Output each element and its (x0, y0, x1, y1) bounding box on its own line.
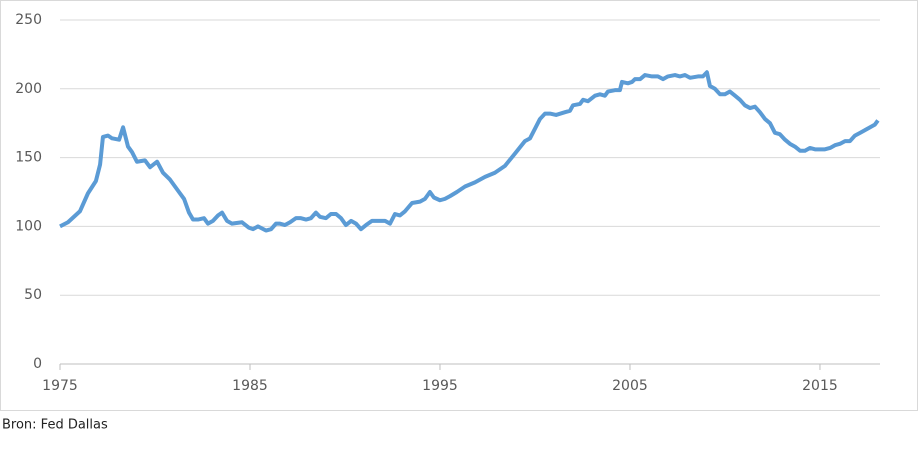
source-note: Bron: Fed Dallas (2, 418, 108, 433)
y-tick-label: 200 (15, 81, 42, 97)
y-tick-label: 250 (15, 12, 42, 28)
x-tick-label: 1975 (42, 378, 78, 394)
data-line (59, 70, 880, 233)
y-tick-label: 100 (15, 218, 42, 234)
x-tick-label: 1995 (422, 378, 458, 394)
y-tick-label: 50 (24, 287, 42, 303)
x-tick-label: 2015 (802, 378, 838, 394)
y-tick-label: 0 (33, 356, 42, 372)
x-tick-label: 2005 (612, 378, 648, 394)
x-tick-label: 1985 (232, 378, 268, 394)
plot-frame (0, 0, 918, 411)
y-tick-label: 150 (15, 150, 42, 166)
